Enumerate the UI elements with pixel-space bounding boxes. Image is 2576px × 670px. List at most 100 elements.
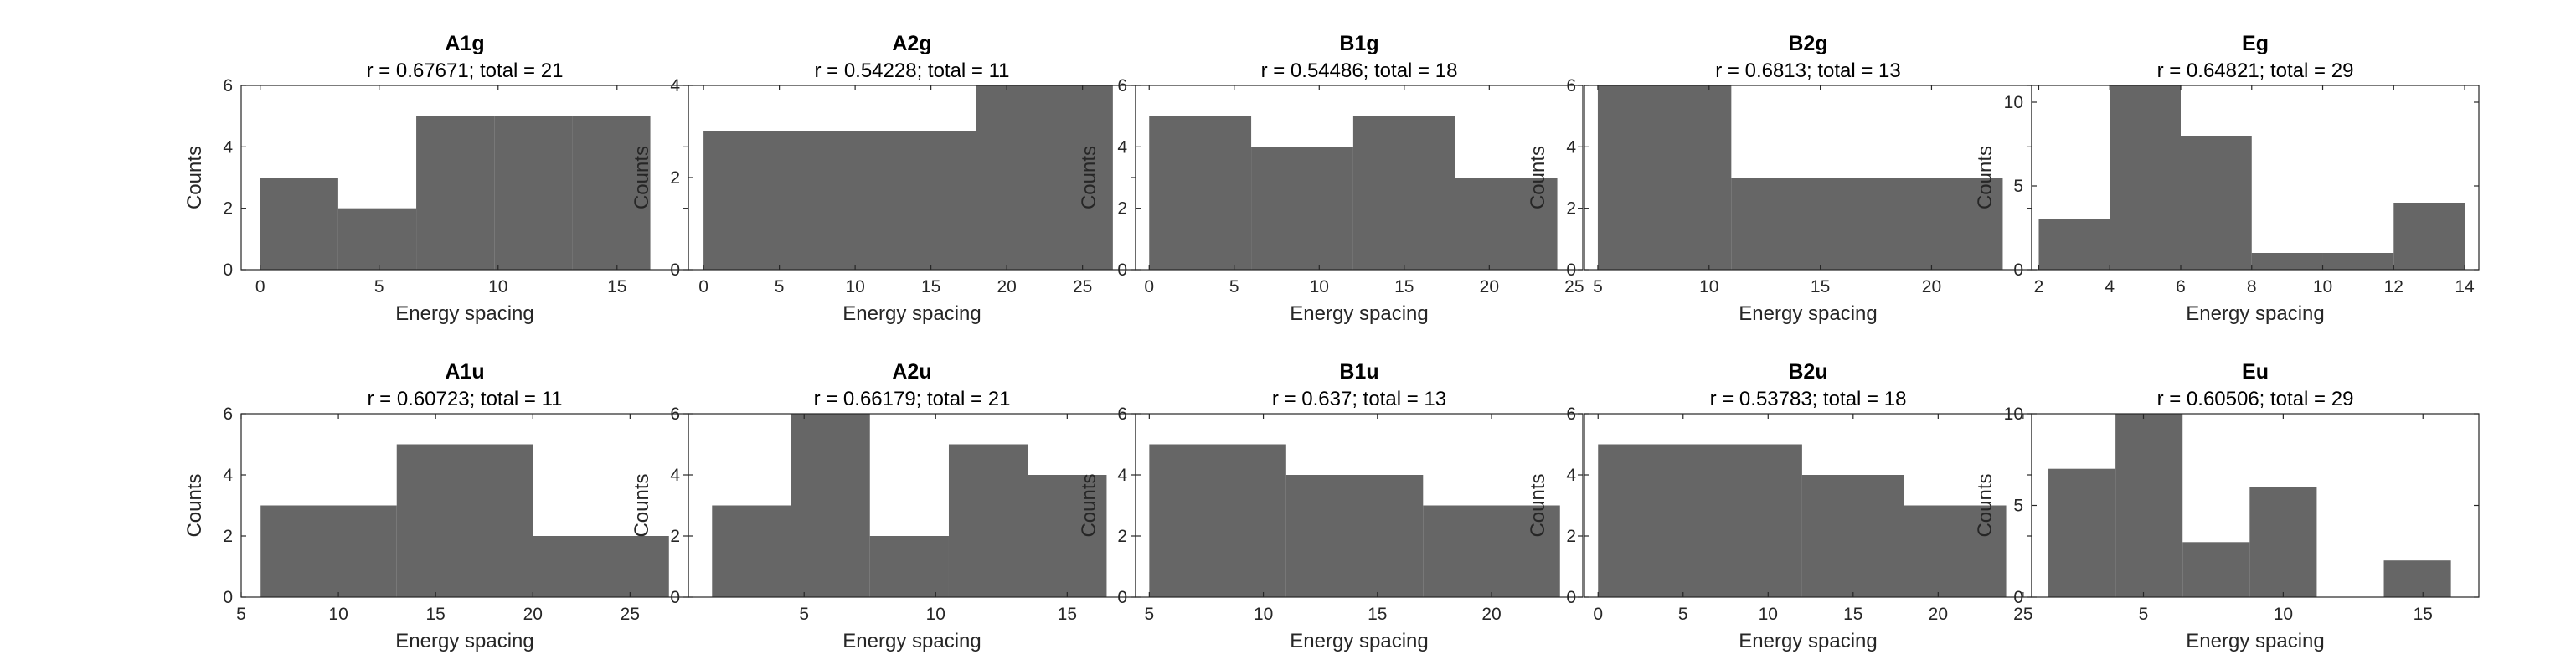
panel-a2g-xtick-label: 20 [997, 277, 1016, 296]
panel-eg-bar-3 [2251, 253, 2323, 270]
panel-b1g-bar-0 [1149, 116, 1252, 270]
panel-a1g-xtick-label: 0 [255, 277, 265, 296]
panel-eg-xlabel: Energy spacing [2186, 302, 2324, 325]
panel-b1g-axes-box [1135, 85, 1584, 271]
panel-b1u-bar-1 [1285, 475, 1424, 597]
panel-eu-title: Eu [2242, 360, 2269, 384]
panel-eu-bar-2 [2182, 542, 2250, 597]
panel-a1u-bar-0 [260, 505, 397, 597]
panel-eu-xtick-label: 15 [2414, 605, 2433, 624]
panel-eg-ylabel: Counts [1974, 146, 1996, 209]
panel-eu-xlabel: Energy spacing [2186, 630, 2324, 652]
panel-b1g-title: B1g [1339, 32, 1378, 55]
panel-a1g-ytick-label: 0 [223, 260, 233, 280]
panel-a1u-title: A1u [445, 360, 484, 384]
panel-eu-bar-0 [2048, 468, 2116, 597]
panel-eg-xtick-label: 4 [2105, 277, 2115, 296]
panel-a1u-ytick-label: 2 [223, 527, 233, 546]
panel-b1u-xtick-label: 20 [1481, 605, 1501, 624]
panel-b1u-ytick-label: 0 [1117, 588, 1127, 607]
panel-a2u-title: A2u [892, 360, 931, 384]
panel-b2g-ytick-label: 2 [1566, 199, 1576, 219]
panel-b2u-xtick-label: 20 [1929, 605, 1948, 624]
panel-a2g-ytick-label: 0 [670, 260, 680, 280]
panel-a2g-xtick-label: 5 [775, 277, 785, 296]
panel-a2g-xtick-label: 10 [845, 277, 864, 296]
panel-b1g-subtitle: r = 0.54486; total = 18 [1261, 59, 1458, 82]
panel-b2u-bar-0 [1598, 444, 1802, 597]
panel-b2u-xtick-label: 10 [1759, 605, 1778, 624]
panel-a2u-ytick-label: 6 [670, 405, 680, 424]
panel-a2u-ytick-label: 0 [670, 588, 680, 607]
panel-eu-ytick-label: 5 [2013, 497, 2023, 516]
panel-b2g-ytick-label: 4 [1566, 137, 1576, 157]
panel-b2g-xtick-label: 5 [1593, 277, 1603, 296]
panel-b1g-xtick-label: 25 [1564, 277, 1584, 296]
panel-a1u-ylabel: Counts [183, 473, 206, 537]
panel-eu-ytick-label: 10 [2004, 405, 2023, 424]
panel-a2u-ylabel: Counts [631, 473, 653, 537]
panel-a1u-bar-1 [396, 444, 533, 597]
panel-eg-bar-4 [2322, 253, 2394, 270]
panel-a2u-ytick-label: 4 [670, 466, 680, 485]
panel-b2g-subtitle: r = 0.6813; total = 13 [1715, 59, 1901, 82]
panel-a1g-xlabel: Energy spacing [395, 302, 533, 325]
panel-a2g-xtick-label: 25 [1073, 277, 1092, 296]
panel-eu-bar-5 [2383, 560, 2451, 597]
panel-eg-axes-box [2031, 85, 2480, 271]
panel-b1g-ylabel: Counts [1078, 146, 1100, 209]
panel-b1u-bar-0 [1149, 444, 1286, 597]
panel-eg-xtick-label: 6 [2176, 277, 2186, 296]
panel-b2u-xtick-label: 25 [2013, 605, 2032, 624]
panel-a2u: 5 10 15 0 2 4 6 A2u r = 0.66179; total = 21 Energ… [631, 360, 1136, 652]
panel-b1u-ylabel: Counts [1078, 473, 1100, 537]
panel-b2u-title: B2u [1788, 360, 1827, 384]
panel-a1g: 0 5 10 15 0 2 4 6 A1g r = 0.67671; total = 21 Ener… [183, 32, 689, 325]
panel-b1g-bar-3 [1455, 178, 1558, 270]
panel-a2g-xlabel: Energy spacing [842, 302, 981, 325]
panel-b1g-xtick-label: 20 [1480, 277, 1499, 296]
panel-a2u-bar-3 [948, 444, 1028, 597]
panel-eg-ytick-label: 5 [2013, 177, 2023, 196]
panel-a1u-xtick-label: 15 [425, 605, 445, 624]
panel-eg-xtick-label: 8 [2247, 277, 2257, 296]
panel-b2g: 5 10 15 20 0 2 4 6 B2g r = 0.6813; total = 13 Ener… [1527, 32, 2032, 325]
panel-b2u-xtick-label: 0 [1593, 605, 1603, 624]
panel-a1u-xtick-label: 5 [236, 605, 246, 624]
panel-a2g-bar-0 [703, 131, 976, 270]
panel-a2g-bar-1 [976, 85, 1113, 270]
panel-a1u-ytick-label: 0 [223, 588, 233, 607]
panel-a1g-title: A1g [445, 32, 484, 55]
panel-a2u-bar-2 [869, 536, 949, 597]
panel-b1u-xtick-label: 10 [1254, 605, 1273, 624]
panel-a2u-xtick-label: 10 [926, 605, 945, 624]
panel-b1g-xlabel: Energy spacing [1290, 302, 1428, 325]
panel-b1u-xlabel: Energy spacing [1290, 630, 1428, 652]
panel-a2u-bar-1 [791, 414, 870, 597]
panel-a1u-xtick-label: 20 [523, 605, 543, 624]
panel-eg-bar-2 [2181, 136, 2252, 270]
panel-eu-bar-3 [2249, 487, 2317, 597]
panel-eu-xtick-label: 10 [2274, 605, 2293, 624]
panel-b1g-ytick-label: 2 [1117, 199, 1127, 219]
panel-a1g-ytick-label: 4 [223, 137, 233, 157]
panel-a1u-subtitle: r = 0.60723; total = 11 [367, 388, 562, 410]
panel-b2u-xtick-label: 15 [1843, 605, 1862, 624]
panel-a2g-subtitle: r = 0.54228; total = 11 [814, 59, 1009, 82]
panel-b1u-xtick-label: 5 [1145, 605, 1155, 624]
panel-b2g-xtick-label: 20 [1922, 277, 1941, 296]
panel-eg-bar-5 [2393, 203, 2465, 270]
panel-a2u-xtick-label: 5 [799, 605, 809, 624]
panel-a2g-ytick-label: 4 [670, 76, 680, 95]
panel-b2u-ytick-label: 4 [1566, 466, 1576, 485]
panel-eg-xtick-label: 10 [2313, 277, 2332, 296]
panel-eg-xtick-label: 12 [2384, 277, 2403, 296]
panel-eg-bar-1 [2110, 85, 2181, 270]
panel-a2u-bar-4 [1028, 475, 1107, 597]
panel-b2g-title: B2g [1788, 32, 1827, 55]
